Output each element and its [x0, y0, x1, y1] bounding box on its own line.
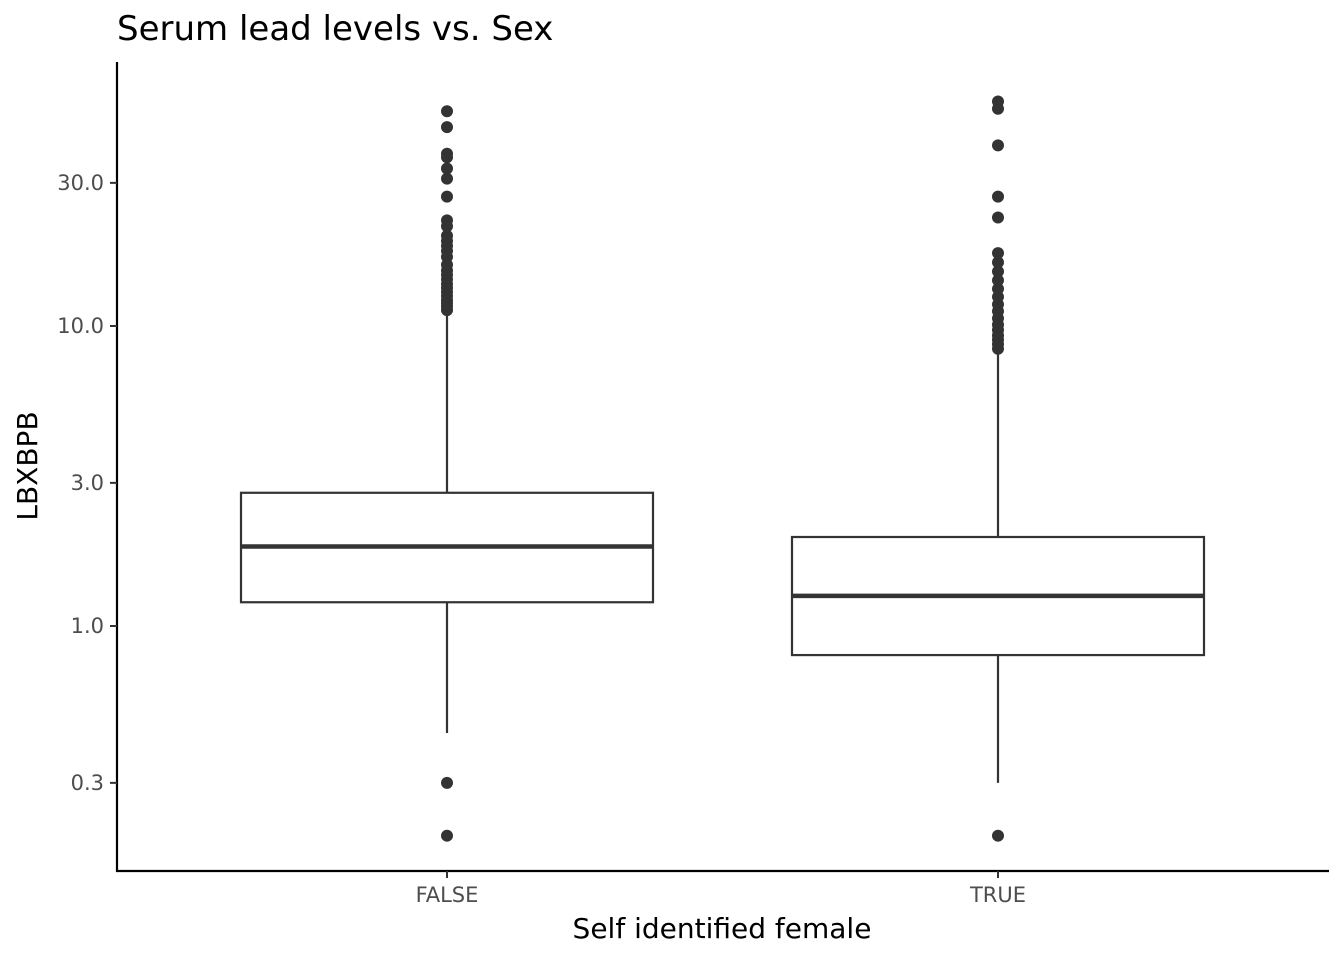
outlier-point [992, 95, 1004, 108]
outlier-point [441, 190, 453, 203]
x-axis-ticks: FALSE TRUE [416, 871, 1026, 907]
outlier-point [441, 105, 453, 118]
y-axis-ticks: 0.3 1.0 3.0 10.0 30.0 [57, 171, 117, 795]
y-tick-label: 0.3 [71, 771, 104, 795]
box-group-false [239, 105, 655, 842]
outlier-point [441, 172, 453, 185]
outlier-point [992, 274, 1004, 287]
y-tick-label: 1.0 [71, 614, 104, 638]
outlier-point [992, 265, 1004, 278]
outlier-point [992, 247, 1004, 260]
outlier-point [441, 214, 453, 227]
y-tick-label: 10.0 [57, 314, 104, 338]
outlier-point [992, 829, 1004, 842]
outlier-point [441, 162, 453, 175]
chart-title: Serum lead levels vs. Sex [117, 9, 553, 49]
y-tick-label: 3.0 [71, 471, 104, 495]
outlier-point [441, 147, 453, 160]
outlier-point [441, 229, 453, 242]
outlier-point [441, 829, 453, 842]
outlier-point [992, 139, 1004, 152]
x-tick-label: FALSE [416, 883, 479, 907]
outlier-point [992, 256, 1004, 269]
box-group-true [790, 95, 1206, 842]
y-tick-label: 30.0 [57, 171, 104, 195]
plot-area [239, 95, 1206, 842]
y-axis-title: LBXBPB [11, 411, 44, 520]
outlier-point [441, 121, 453, 134]
outlier-point [441, 776, 453, 789]
outlier-point [992, 211, 1004, 224]
x-tick-label: TRUE [969, 883, 1026, 907]
outlier-point [992, 282, 1004, 295]
x-axis-title: Self identified female [573, 912, 872, 945]
outlier-point [992, 190, 1004, 203]
